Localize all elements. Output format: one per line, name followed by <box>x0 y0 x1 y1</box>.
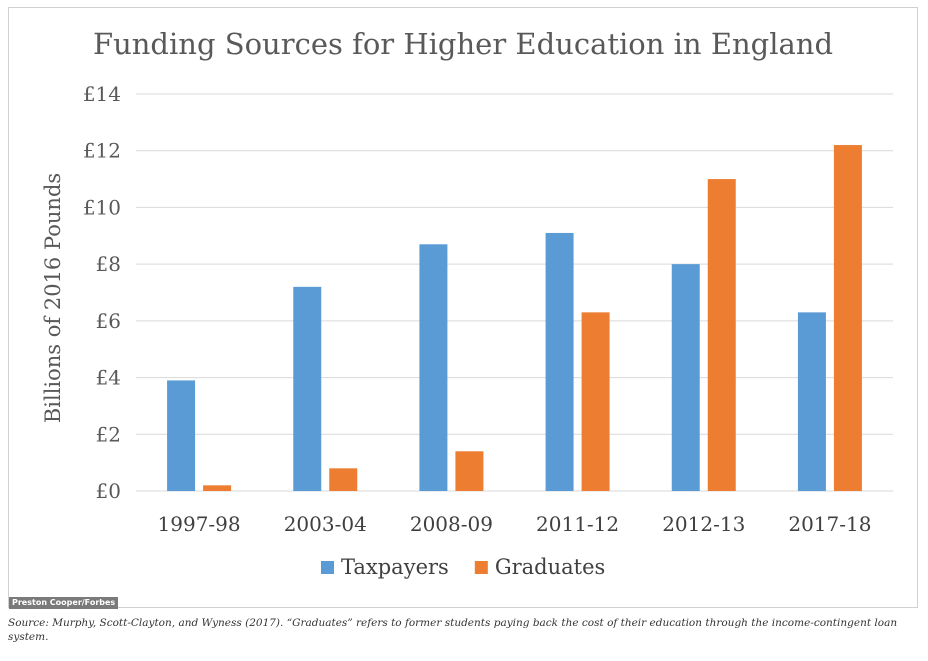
bars <box>167 145 862 492</box>
y-tick-label: £0 <box>96 479 121 503</box>
legend-swatch-graduates <box>474 561 488 574</box>
bar-taxpayers <box>419 244 448 491</box>
bar-graduates <box>581 312 610 491</box>
legend-label-taxpayers: Taxpayers <box>341 555 449 579</box>
y-tick-label: £2 <box>96 422 121 446</box>
gridlines <box>136 93 893 492</box>
x-tick-label: 2017-18 <box>788 512 871 536</box>
bar-taxpayers <box>293 286 322 491</box>
bar-graduates <box>203 485 232 491</box>
x-tick-label: 2003-04 <box>284 512 367 536</box>
legend: Taxpayers Graduates <box>321 555 605 579</box>
y-axis-label: Billions of 2016 Pounds <box>41 173 65 423</box>
x-tick-label: 2012-13 <box>662 512 745 536</box>
y-tick-label: £10 <box>83 195 121 219</box>
bar-graduates <box>455 451 484 491</box>
y-tick-label: £12 <box>83 139 121 163</box>
y-tick-label: £8 <box>96 252 121 276</box>
bar-graduates <box>329 468 358 491</box>
bar-graduates <box>707 179 736 492</box>
bar-graduates <box>833 145 862 492</box>
x-tick-label: 2011-12 <box>536 512 619 536</box>
bar-taxpayers <box>167 380 196 491</box>
y-tick-label: £14 <box>83 82 121 106</box>
source-caption: Source: Murphy, Scott-Clayton, and Wynes… <box>8 617 898 643</box>
x-tick-labels: 1997-98 2003-04 2008-09 2011-12 2012-13 2017-… <box>158 512 872 536</box>
bar-taxpayers <box>545 232 574 491</box>
chart-frame: Funding Sources for Higher Education in … <box>8 7 918 608</box>
credit-badge: Preston Cooper/Forbes <box>9 597 119 609</box>
x-tick-label: 2008-09 <box>410 512 493 536</box>
x-tick-label: 1997-98 <box>158 512 241 536</box>
y-tick-label: £4 <box>96 366 121 390</box>
chart-svg: Funding Sources for Higher Education in … <box>41 27 893 579</box>
y-tick-label: £6 <box>96 309 121 333</box>
legend-swatch-taxpayers <box>321 561 334 574</box>
y-tick-labels: £0 £2 £4 £6 £8 £10 £12 £14 <box>83 82 121 503</box>
legend-label-graduates: Graduates <box>495 555 605 579</box>
bar-taxpayers <box>671 264 700 491</box>
chart-title: Funding Sources for Higher Education in … <box>93 27 833 61</box>
bar-taxpayers <box>797 312 826 491</box>
